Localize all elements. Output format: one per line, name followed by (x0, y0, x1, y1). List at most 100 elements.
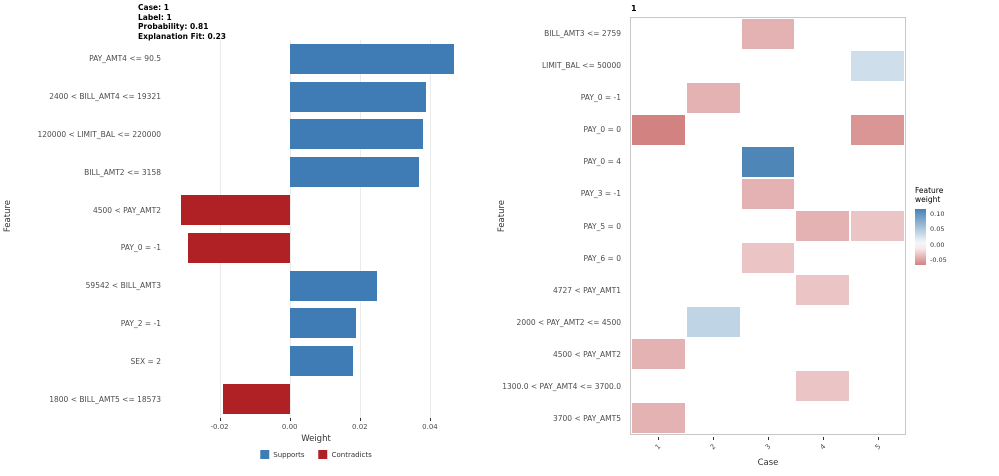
heatmap-cell (741, 19, 795, 49)
legend-tick-label: 0.05 (930, 225, 945, 234)
bar-category-label: 120000 < LIMIT_BAL <= 220000 (37, 129, 161, 139)
legend-label: Contradicts (331, 450, 372, 459)
x-tick-mark (823, 437, 825, 440)
bar-row: 1800 < BILL_AMT5 <= 18573 (4, 380, 465, 418)
bar-track (167, 81, 465, 112)
x-tick-label: 0.04 (422, 423, 438, 431)
heatmap-panel (630, 17, 906, 435)
gridline (429, 40, 431, 418)
heatmap-cell (632, 339, 685, 369)
heatmap-legend-colorbar: 0.10 0.05 0.00 -0.05 (915, 209, 993, 265)
heatmap-cell (741, 242, 795, 273)
legend-label: Supports (273, 450, 305, 459)
bar-row: 59542 < BILL_AMT3 (4, 267, 465, 305)
bar-category-label: BILL_AMT2 <= 3158 (84, 167, 161, 177)
supports-bar (289, 157, 420, 188)
bar-category-label: 2400 < BILL_AMT4 <= 19321 (49, 92, 161, 102)
heatmap-row-label: 4727 < PAY_AMT1 (552, 285, 621, 295)
x-tick-mark (657, 437, 659, 440)
heatmap-cell (632, 403, 685, 433)
supports-bar (289, 43, 455, 74)
bar-row: 120000 < LIMIT_BAL <= 220000 (4, 116, 465, 154)
heatmap-cell (851, 51, 904, 81)
bar-x-axis-title: Weight (301, 434, 331, 444)
bar-track (167, 43, 465, 74)
bar-category-label: 59542 < BILL_AMT3 (85, 281, 161, 291)
contradicts-bar (223, 384, 290, 415)
bar-track (167, 346, 465, 377)
bar-track (167, 157, 465, 188)
bar-x-axis: -0.02 0.00 0.02 0.04 (167, 418, 465, 434)
x-tick-mark (359, 418, 361, 421)
bar-row: 2400 < BILL_AMT4 <= 19321 (4, 78, 465, 116)
heatmap-row-label: 3700 < PAY_AMT5 (552, 414, 621, 424)
bar-row: PAY_0 = -1 (4, 229, 465, 267)
bar-rows: PAY_AMT4 <= 90.5 2400 < BILL_AMT4 <= 1932… (4, 40, 465, 418)
heatmap-facet-title: 1 (631, 4, 637, 13)
heatmap-cell (686, 83, 740, 113)
supports-bar (289, 346, 353, 377)
x-tick-mark (219, 418, 221, 421)
bar-row: PAY_AMT4 <= 90.5 (4, 40, 465, 78)
bar-track (167, 232, 465, 263)
x-tick-label: 3 (763, 442, 773, 452)
annotation-label: Label: 1 (138, 12, 172, 22)
contradicts-bar (188, 232, 290, 263)
bar-legend: Supports Contradicts (260, 450, 372, 459)
bar-track (167, 119, 465, 150)
heatmap-y-labels: BILL_AMT3 <= 2759 LIMIT_BAL <= 50000 PAY_0… (500, 17, 626, 435)
heatmap-cell (632, 115, 685, 145)
heatmap-x-axis: 1 2 3 4 5 (630, 437, 906, 455)
heatmap-row-label: 1300.0 < PAY_AMT4 <= 3700.0 (502, 382, 621, 392)
bar-track (167, 384, 465, 415)
gridline (359, 40, 361, 418)
legend-tick-label: -0.05 (930, 256, 947, 265)
supports-bar (289, 81, 427, 112)
x-tick-mark (289, 418, 291, 421)
legend-ticks: 0.10 0.05 0.00 -0.05 (930, 209, 970, 265)
x-tick-label: 4 (818, 442, 828, 452)
heatmap-cell (851, 211, 904, 241)
heatmap-row-label: PAY_6 = 0 (583, 253, 621, 263)
bar-category-label: 1800 < BILL_AMT5 <= 18573 (49, 394, 161, 404)
supports-swatch (260, 450, 270, 459)
legend-item: Contradicts (318, 450, 372, 459)
heatmap-cell (851, 115, 904, 145)
supports-bar (289, 308, 357, 339)
heatmap-cell (686, 306, 740, 337)
bar-row: 4500 < PAY_AMT2 (4, 191, 465, 229)
heatmap-cell (741, 179, 795, 209)
bar-gridlines (167, 40, 465, 418)
heatmap-row-label: LIMIT_BAL <= 50000 (541, 60, 621, 70)
heatmap-row-label: 2000 < PAY_AMT2 <= 4500 (516, 317, 621, 327)
x-tick-label: 1 (653, 442, 663, 452)
bar-row: SEX = 2 (4, 342, 465, 380)
x-tick-label: 0.02 (352, 423, 368, 431)
contradicts-swatch (318, 450, 328, 459)
bar-category-label: PAY_0 = -1 (120, 243, 161, 253)
heatmap-row-label: PAY_5 = 0 (583, 221, 621, 231)
heatmap-row-label: PAY_3 = -1 (580, 189, 621, 199)
legend-gradient (915, 209, 926, 265)
contradicts-bar (181, 195, 290, 226)
x-tick-mark (712, 437, 714, 440)
annotation-explanation-fit: Explanation Fit: 0.23 (138, 31, 227, 41)
annotation-probability: Probability: 0.81 (138, 22, 209, 32)
heatmap-cell (796, 211, 850, 241)
bar-row: BILL_AMT2 <= 3158 (4, 153, 465, 191)
x-tick-label: 0.00 (281, 423, 298, 431)
annotation-case: Case: 1 (138, 3, 169, 12)
heatmap-cell (796, 371, 850, 401)
x-tick-label: 5 (873, 442, 883, 452)
bar-plot-area: PAY_AMT4 <= 90.5 2400 < BILL_AMT4 <= 1932… (4, 40, 465, 418)
gridline (289, 40, 291, 418)
bar-row: PAY_2 = -1 (4, 305, 465, 343)
heatmap-cell (741, 147, 795, 177)
bar-category-label: PAY_AMT4 <= 90.5 (89, 54, 161, 64)
x-tick-mark (429, 418, 431, 421)
x-tick-label: -0.02 (210, 423, 229, 431)
bar-track (167, 270, 465, 301)
heatmap-row-label: 4500 < PAY_AMT2 (552, 350, 621, 360)
heatmap-x-axis-title: Case (757, 458, 779, 468)
